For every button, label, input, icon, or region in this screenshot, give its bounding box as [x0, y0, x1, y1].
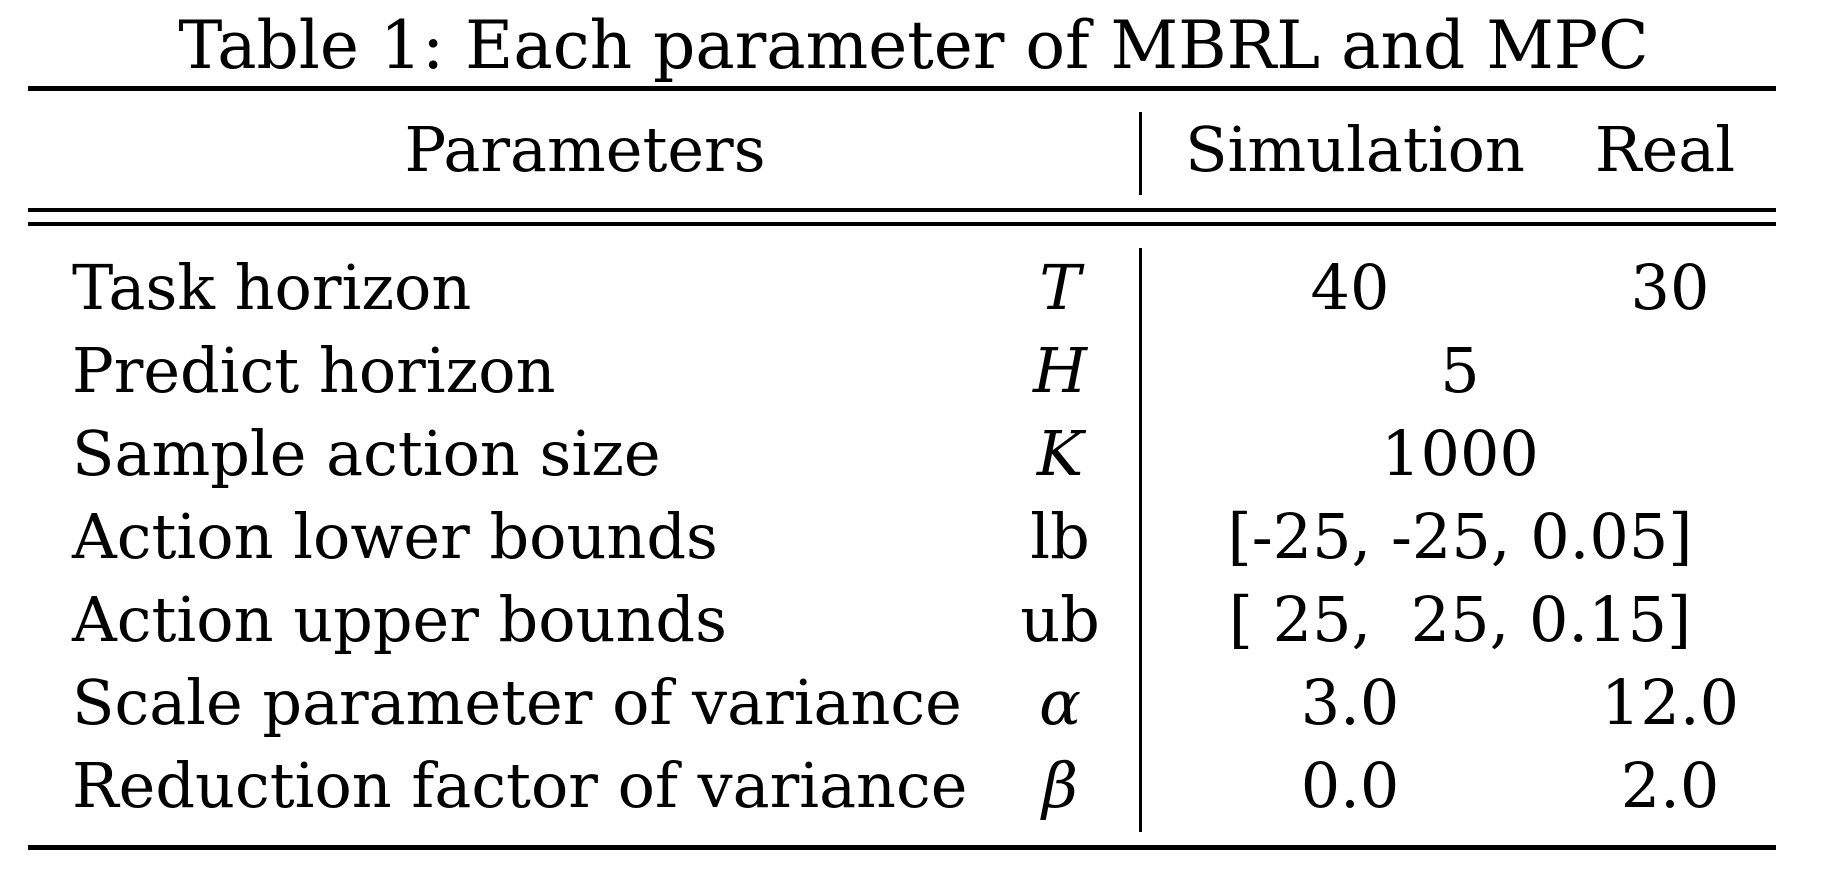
row-sample-action-size-name: Sample action size	[72, 417, 661, 490]
row-reduction-factor-simulation: 0.0	[1300, 749, 1400, 822]
row-scale-parameter-name: Scale parameter of variance	[72, 666, 962, 739]
header-simulation: Simulation	[1185, 113, 1525, 186]
header-vertical-divider	[1139, 112, 1142, 195]
row-scale-parameter-symbol: α	[1039, 666, 1081, 739]
row-task-horizon-name: Task horizon	[72, 251, 472, 324]
row-action-upper-bounds-symbol: ub	[1020, 583, 1100, 656]
row-scale-parameter-simulation: 3.0	[1300, 666, 1400, 739]
header-parameters: Parameters	[404, 113, 766, 186]
row-sample-action-size-value: 1000	[1381, 417, 1539, 490]
row-action-upper-bounds-name: Action upper bounds	[72, 583, 727, 656]
header-double-rule-upper	[28, 208, 1776, 212]
row-action-lower-bounds-name: Action lower bounds	[72, 500, 718, 573]
row-predict-horizon-name: Predict horizon	[72, 334, 556, 407]
row-predict-horizon-symbol: H	[1032, 334, 1088, 407]
table-caption: Table 1: Each parameter of MBRL and MPC	[178, 7, 1649, 84]
header-double-rule-lower	[28, 222, 1776, 226]
row-scale-parameter-real: 12.0	[1600, 666, 1740, 739]
row-action-lower-bounds-value: [-25, -25, 0.05]	[1227, 500, 1693, 573]
row-task-horizon-real: 30	[1630, 251, 1710, 324]
row-sample-action-size-symbol: K	[1036, 417, 1084, 490]
body-vertical-divider	[1139, 248, 1142, 832]
row-reduction-factor-symbol: β	[1042, 749, 1078, 822]
bottom-rule	[28, 845, 1776, 850]
row-task-horizon-symbol: T	[1039, 251, 1081, 324]
row-reduction-factor-real: 2.0	[1620, 749, 1720, 822]
row-reduction-factor-name: Reduction factor of variance	[72, 749, 968, 822]
row-task-horizon-simulation: 40	[1310, 251, 1390, 324]
top-rule	[28, 86, 1776, 91]
row-predict-horizon-value: 5	[1440, 334, 1480, 407]
row-action-upper-bounds-value: [ 25, 25, 0.15]	[1228, 583, 1692, 656]
row-action-lower-bounds-symbol: lb	[1030, 500, 1090, 573]
header-real: Real	[1594, 113, 1736, 186]
